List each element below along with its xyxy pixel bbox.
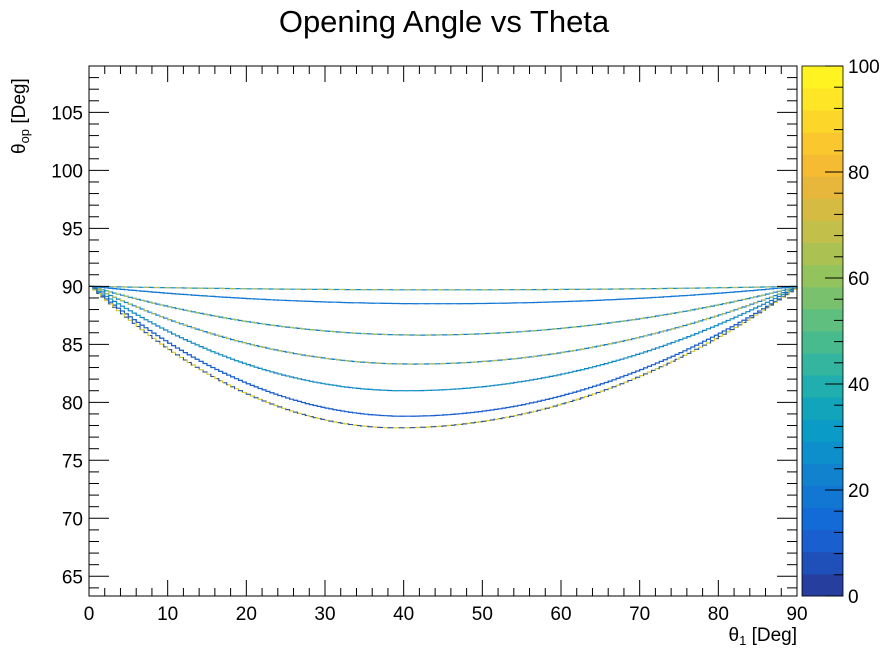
plot-frame	[88, 65, 798, 597]
series-2	[89, 285, 798, 305]
series-5-line	[89, 285, 798, 392]
x-tick-label: 0	[84, 604, 95, 625]
colorbar-segment	[802, 463, 843, 486]
colorbar-segment	[802, 529, 843, 553]
y-tick-label: 70	[62, 509, 83, 530]
y-tick-label: 80	[62, 393, 83, 414]
colorbar-segment	[802, 485, 843, 509]
y-tick-label: 85	[62, 335, 83, 356]
x-tick-label: 30	[314, 604, 335, 625]
y-tick-label: 75	[62, 451, 83, 472]
series-group	[89, 285, 798, 429]
colorbar-segment	[802, 507, 843, 531]
x-axis-label-subscript: 1	[739, 633, 746, 648]
series-4	[89, 285, 798, 365]
colorbar-segment	[802, 286, 843, 310]
colorbar-segment	[802, 419, 843, 442]
series-6	[89, 285, 798, 417]
x-tick-label: 50	[472, 604, 493, 625]
series-5-edge	[89, 285, 798, 392]
colorbar-segment	[802, 154, 843, 177]
colorbar-segment	[802, 264, 843, 288]
x-axis-label-symbol: θ	[728, 625, 739, 646]
chart-title: Opening Angle vs Theta	[279, 4, 610, 39]
series-5	[89, 285, 798, 392]
colorbar-segment	[802, 110, 843, 133]
colorbar-segment	[802, 397, 843, 420]
colorbar-tick-label: 40	[848, 375, 869, 396]
x-axis: 0 10 20 30 40 50 60 70 80 90	[84, 66, 808, 625]
colorbar-tick-label: 80	[848, 163, 869, 184]
y-axis-label-subscript: op	[17, 129, 32, 143]
y-axis-label-symbol: θ	[9, 143, 30, 154]
colorbar-segment	[802, 441, 843, 464]
colorbar-segment	[802, 573, 843, 597]
colorbar-segment	[802, 308, 843, 332]
series-1-line	[89, 285, 797, 291]
colorbar: 0 20 40 60 80 100	[801, 57, 880, 608]
colorbar-segment	[802, 551, 843, 575]
x-tick-label: 90	[786, 604, 807, 625]
y-tick-label: 90	[62, 277, 83, 298]
colorbar-segment	[802, 66, 843, 89]
series-7-line	[89, 285, 798, 429]
x-tick-label: 70	[629, 604, 650, 625]
colorbar-segment	[802, 88, 843, 111]
colorbar-tick-label: 20	[848, 481, 869, 502]
series-3	[89, 285, 798, 336]
y-axis-label: θop [Deg]	[9, 78, 32, 154]
colorbar-segment	[802, 176, 843, 199]
x-tick-label: 80	[708, 604, 729, 625]
colorbar-segment	[802, 375, 843, 398]
x-axis-label: θ1 [Deg]	[728, 625, 797, 648]
x-tick-label: 60	[550, 604, 571, 625]
colorbar-segment	[802, 331, 843, 354]
x-tick-label: 10	[157, 604, 178, 625]
colorbar-segment	[802, 220, 843, 244]
x-axis-label-unit: [Deg]	[746, 625, 797, 646]
series-2-line	[89, 285, 798, 305]
series-3-line	[89, 285, 798, 336]
series-6-line	[89, 285, 798, 417]
y-tick-label: 65	[62, 567, 83, 588]
y-axis-label-unit: [Deg]	[9, 78, 30, 129]
colorbar-segment	[802, 198, 843, 221]
y-tick-label: 95	[62, 219, 83, 240]
y-tick-label: 105	[51, 103, 83, 124]
colorbar-tick-label: 0	[848, 587, 859, 608]
x-tick-label: 20	[236, 604, 257, 625]
x-tick-label: 40	[393, 604, 414, 625]
colorbar-segment	[802, 242, 843, 266]
colorbar-segment	[802, 353, 843, 376]
colorbar-tick-label: 60	[848, 269, 869, 290]
series-4-line	[89, 285, 798, 365]
series-1	[89, 285, 797, 291]
series-7	[89, 285, 798, 429]
colorbar-frame	[801, 65, 844, 597]
colorbar-segment	[802, 132, 843, 155]
y-tick-label: 100	[51, 161, 83, 182]
y-axis: 65 70 75 80 85 90 95 100 105	[51, 65, 797, 589]
colorbar-tick-label: 100	[848, 57, 880, 78]
